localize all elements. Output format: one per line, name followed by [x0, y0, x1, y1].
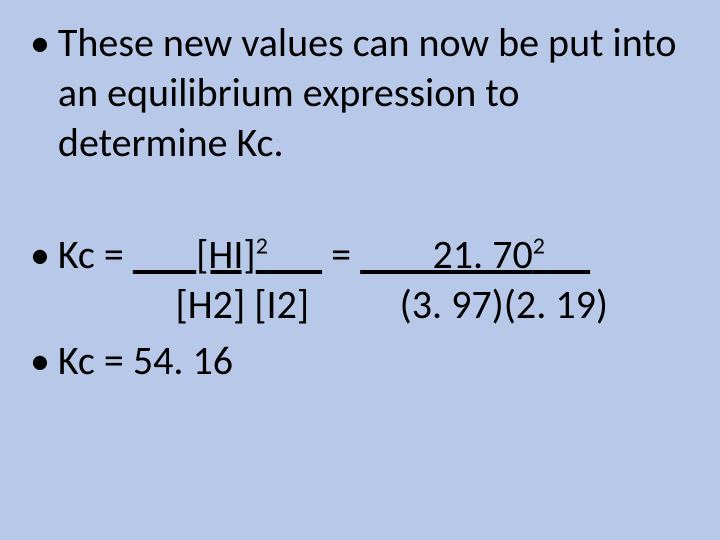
equals-sign: =: [322, 230, 360, 279]
bullet-icon: •: [30, 230, 50, 280]
bullet-3: • Kc = 54. 16: [30, 336, 690, 386]
fraction-left-numerator: [HI]2: [133, 230, 322, 279]
bullet-3-text: Kc = 54. 16: [58, 336, 233, 386]
bullet-2-equation: • Kc = [HI]2 = 21. 702 [H2] [I2] (3. 97)…: [30, 230, 690, 330]
exponent: 2: [256, 232, 268, 261]
exponent: 2: [533, 232, 545, 261]
spacer: [30, 174, 690, 230]
equation-top-line: Kc = [HI]2 = 21. 702: [58, 230, 608, 280]
fraction-right-numerator: 21. 702: [360, 230, 590, 279]
slide: • These new values can now be put into a…: [0, 0, 720, 540]
bullet-icon: •: [30, 18, 50, 68]
denominator-right: (3. 97)(2. 19): [400, 280, 608, 329]
equation-block: Kc = [HI]2 = 21. 702 [H2] [I2] (3. 97)(2…: [58, 230, 608, 330]
denominator-left: [H2] [I2]: [175, 280, 309, 329]
bullet-1-text: These new values can now be put into an …: [58, 18, 690, 168]
bullet-icon: •: [30, 336, 50, 386]
kc-label: Kc =: [58, 230, 133, 279]
equation-bottom-line: [H2] [I2] (3. 97)(2. 19): [58, 280, 608, 330]
bullet-1: • These new values can now be put into a…: [30, 18, 690, 168]
